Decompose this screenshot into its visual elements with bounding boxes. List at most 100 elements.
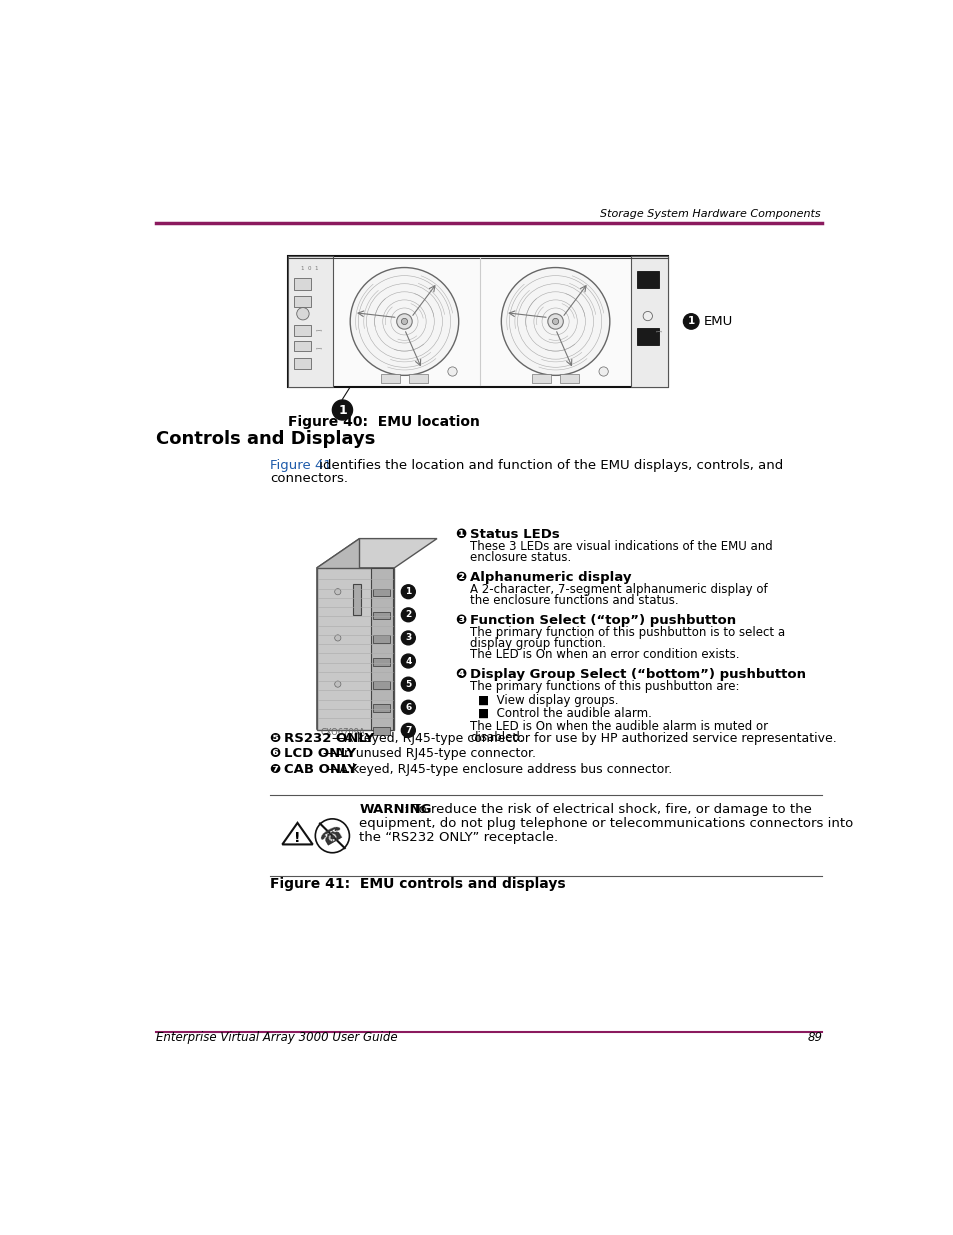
Bar <box>637 272 658 288</box>
Text: ←→: ←→ <box>315 329 322 332</box>
Bar <box>373 589 390 597</box>
Text: CXO6709A: CXO6709A <box>320 729 365 737</box>
Bar <box>353 584 360 615</box>
Text: ■  Control the audible alarm.: ■ Control the audible alarm. <box>477 706 651 720</box>
Text: These 3 LEDs are visual indications of the EMU and: These 3 LEDs are visual indications of t… <box>470 540 772 553</box>
Text: ❻: ❻ <box>270 747 291 761</box>
Text: !: ! <box>294 831 300 845</box>
Text: Controls and Displays: Controls and Displays <box>155 431 375 448</box>
Circle shape <box>332 400 353 420</box>
Text: the enclosure functions and status.: the enclosure functions and status. <box>470 594 679 608</box>
Text: ☎: ☎ <box>316 821 347 850</box>
Circle shape <box>335 680 340 687</box>
Bar <box>381 374 399 383</box>
Text: 4: 4 <box>405 657 411 666</box>
Circle shape <box>396 314 412 330</box>
Text: ←→: ←→ <box>315 346 322 350</box>
Text: Figure 40:  EMU location: Figure 40: EMU location <box>288 415 479 430</box>
Circle shape <box>401 631 415 645</box>
Bar <box>294 296 311 306</box>
Text: The LED is On when the audible alarm is muted or: The LED is On when the audible alarm is … <box>470 720 768 734</box>
Text: 5: 5 <box>405 679 411 689</box>
Text: ❺: ❺ <box>270 732 291 745</box>
Text: connectors.: connectors. <box>270 472 348 484</box>
Text: A 2-character, 7-segment alphanumeric display of: A 2-character, 7-segment alphanumeric di… <box>470 583 767 597</box>
Circle shape <box>335 635 340 641</box>
Text: ❹: ❹ <box>456 668 476 680</box>
Text: Display Group Select (“bottom”) pushbutton: Display Group Select (“bottom”) pushbutt… <box>470 668 805 680</box>
Circle shape <box>335 589 340 595</box>
Text: Alphanumeric display: Alphanumeric display <box>470 571 631 584</box>
Text: Status LEDs: Status LEDs <box>470 527 559 541</box>
Text: 6: 6 <box>405 703 411 711</box>
Circle shape <box>500 268 609 375</box>
Text: RS232 ONLY: RS232 ONLY <box>284 732 375 745</box>
Text: Enterprise Virtual Array 3000 User Guide: Enterprise Virtual Array 3000 User Guide <box>155 1031 396 1044</box>
Text: The primary functions of this pushbutton are:: The primary functions of this pushbutton… <box>470 680 739 693</box>
Bar <box>373 611 390 620</box>
Circle shape <box>642 311 652 321</box>
Circle shape <box>552 319 558 325</box>
Bar <box>532 374 550 383</box>
Text: 1: 1 <box>405 587 411 597</box>
Bar <box>373 658 390 666</box>
Text: ←→: ←→ <box>655 330 661 333</box>
Bar <box>630 256 667 387</box>
Text: 2: 2 <box>405 610 411 619</box>
Bar <box>371 568 393 730</box>
Text: The primary function of this pushbutton is to select a: The primary function of this pushbutton … <box>470 626 784 640</box>
Circle shape <box>315 819 349 852</box>
Circle shape <box>401 724 415 737</box>
Text: ■  View display groups.: ■ View display groups. <box>477 694 618 708</box>
Text: Figure 41: Figure 41 <box>270 458 332 472</box>
Text: Function Select (“top”) pushbutton: Function Select (“top”) pushbutton <box>470 614 736 627</box>
Text: —A keyed, RJ45-type enclosure address bus connector.: —A keyed, RJ45-type enclosure address bu… <box>327 763 672 776</box>
Bar <box>294 358 311 369</box>
Bar <box>373 680 390 689</box>
Text: —An unused RJ45-type connector.: —An unused RJ45-type connector. <box>323 747 536 761</box>
Circle shape <box>401 677 415 692</box>
Circle shape <box>547 314 562 330</box>
Text: Figure 41:  EMU controls and displays: Figure 41: EMU controls and displays <box>270 877 565 892</box>
Text: Storage System Hardware Components: Storage System Hardware Components <box>599 209 820 219</box>
Text: CAB ONLY: CAB ONLY <box>284 763 356 776</box>
Text: identifies the location and function of the EMU displays, controls, and: identifies the location and function of … <box>314 458 782 472</box>
Bar <box>637 327 658 345</box>
Circle shape <box>598 367 608 377</box>
Polygon shape <box>316 538 436 568</box>
Polygon shape <box>316 538 359 730</box>
Text: WARNING: WARNING <box>359 803 432 816</box>
Text: the “RS232 ONLY” receptacle.: the “RS232 ONLY” receptacle. <box>359 830 558 844</box>
Circle shape <box>401 655 415 668</box>
Text: : To reduce the risk of electrical shock, fire, or damage to the: : To reduce the risk of electrical shock… <box>404 803 811 816</box>
Text: disabled.: disabled. <box>470 731 523 745</box>
Circle shape <box>401 608 415 621</box>
Bar <box>294 341 311 352</box>
Bar <box>294 278 311 290</box>
Bar <box>373 704 390 711</box>
Text: ❸: ❸ <box>456 614 476 627</box>
Text: 89: 89 <box>806 1031 821 1044</box>
Text: ❷: ❷ <box>456 571 476 584</box>
Polygon shape <box>316 568 394 730</box>
Bar <box>559 374 578 383</box>
Text: 7: 7 <box>405 726 411 735</box>
Bar <box>294 325 311 336</box>
Text: 1: 1 <box>337 404 347 416</box>
Text: ❶: ❶ <box>456 527 476 541</box>
Circle shape <box>401 585 415 599</box>
Text: enclosure status.: enclosure status. <box>470 551 571 564</box>
Text: 1: 1 <box>687 316 694 326</box>
Text: 3: 3 <box>405 634 411 642</box>
Circle shape <box>401 319 407 325</box>
Polygon shape <box>282 823 313 845</box>
Circle shape <box>401 700 415 714</box>
Text: 1  0  1: 1 0 1 <box>301 266 318 270</box>
Text: display group function.: display group function. <box>470 637 606 651</box>
Text: LCD ONLY: LCD ONLY <box>284 747 356 761</box>
Text: ❼: ❼ <box>270 763 291 776</box>
Bar <box>288 256 667 387</box>
Circle shape <box>447 367 456 377</box>
Circle shape <box>350 268 458 375</box>
Bar <box>373 727 390 735</box>
